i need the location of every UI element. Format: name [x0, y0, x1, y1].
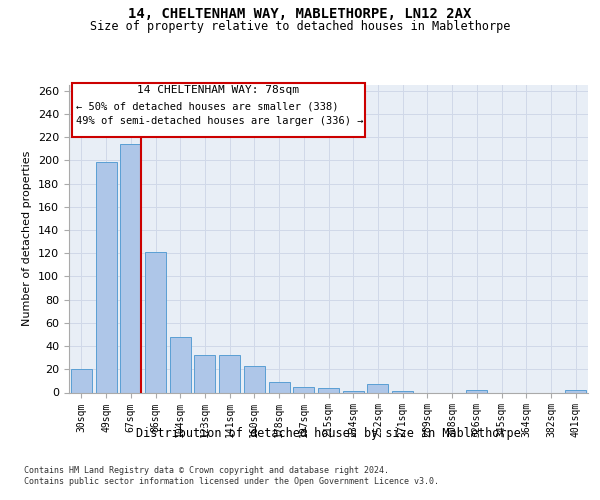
Text: Contains public sector information licensed under the Open Government Licence v3: Contains public sector information licen…	[24, 478, 439, 486]
Bar	[170, 337, 191, 392]
Bar	[318, 388, 339, 392]
Text: 14 CHELTENHAM WAY: 78sqm: 14 CHELTENHAM WAY: 78sqm	[137, 85, 299, 95]
Text: Size of property relative to detached houses in Mablethorpe: Size of property relative to detached ho…	[90, 20, 510, 33]
Text: ← 50% of detached houses are smaller (338): ← 50% of detached houses are smaller (33…	[76, 101, 339, 111]
Bar	[565, 390, 586, 392]
Bar	[269, 382, 290, 392]
Bar	[71, 370, 92, 392]
Text: 14, CHELTENHAM WAY, MABLETHORPE, LN12 2AX: 14, CHELTENHAM WAY, MABLETHORPE, LN12 2A…	[128, 8, 472, 22]
Bar	[120, 144, 141, 392]
Bar	[466, 390, 487, 392]
Text: Distribution of detached houses by size in Mablethorpe: Distribution of detached houses by size …	[136, 428, 521, 440]
Y-axis label: Number of detached properties: Number of detached properties	[22, 151, 32, 326]
Bar	[219, 356, 240, 393]
Text: 49% of semi-detached houses are larger (336) →: 49% of semi-detached houses are larger (…	[76, 116, 364, 126]
Text: Contains HM Land Registry data © Crown copyright and database right 2024.: Contains HM Land Registry data © Crown c…	[24, 466, 389, 475]
Bar	[367, 384, 388, 392]
Bar	[145, 252, 166, 392]
Bar	[194, 356, 215, 393]
Bar	[293, 386, 314, 392]
Bar	[244, 366, 265, 392]
Bar	[95, 162, 116, 392]
